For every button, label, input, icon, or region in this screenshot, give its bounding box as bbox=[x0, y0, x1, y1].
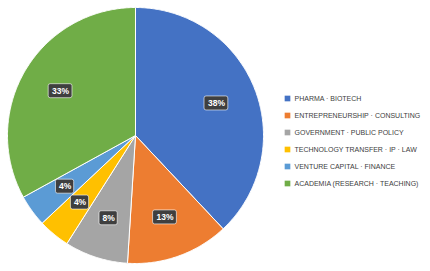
svg-text:ENTREPRENEURSHIP · CONSULTING: ENTREPRENEURSHIP · CONSULTING bbox=[295, 112, 421, 119]
svg-text:4%: 4% bbox=[74, 197, 87, 207]
svg-text:GOVERNMENT · PUBLIC POLICY: GOVERNMENT · PUBLIC POLICY bbox=[295, 129, 405, 136]
svg-text:8%: 8% bbox=[102, 213, 115, 223]
svg-text:VENTURE CAPITAL · FINANCE: VENTURE CAPITAL · FINANCE bbox=[295, 163, 396, 170]
svg-text:4%: 4% bbox=[59, 181, 72, 191]
svg-text:38%: 38% bbox=[208, 98, 225, 108]
svg-text:PHARMA · BIOTECH: PHARMA · BIOTECH bbox=[295, 95, 362, 102]
svg-text:TECHNOLOGY TRANSFER · IP · LAW: TECHNOLOGY TRANSFER · IP · LAW bbox=[295, 146, 418, 153]
svg-text:ACADEMIA (RESEARCH · TEACHING): ACADEMIA (RESEARCH · TEACHING) bbox=[295, 180, 419, 188]
svg-text:13%: 13% bbox=[156, 212, 173, 222]
svg-text:33%: 33% bbox=[52, 86, 69, 96]
